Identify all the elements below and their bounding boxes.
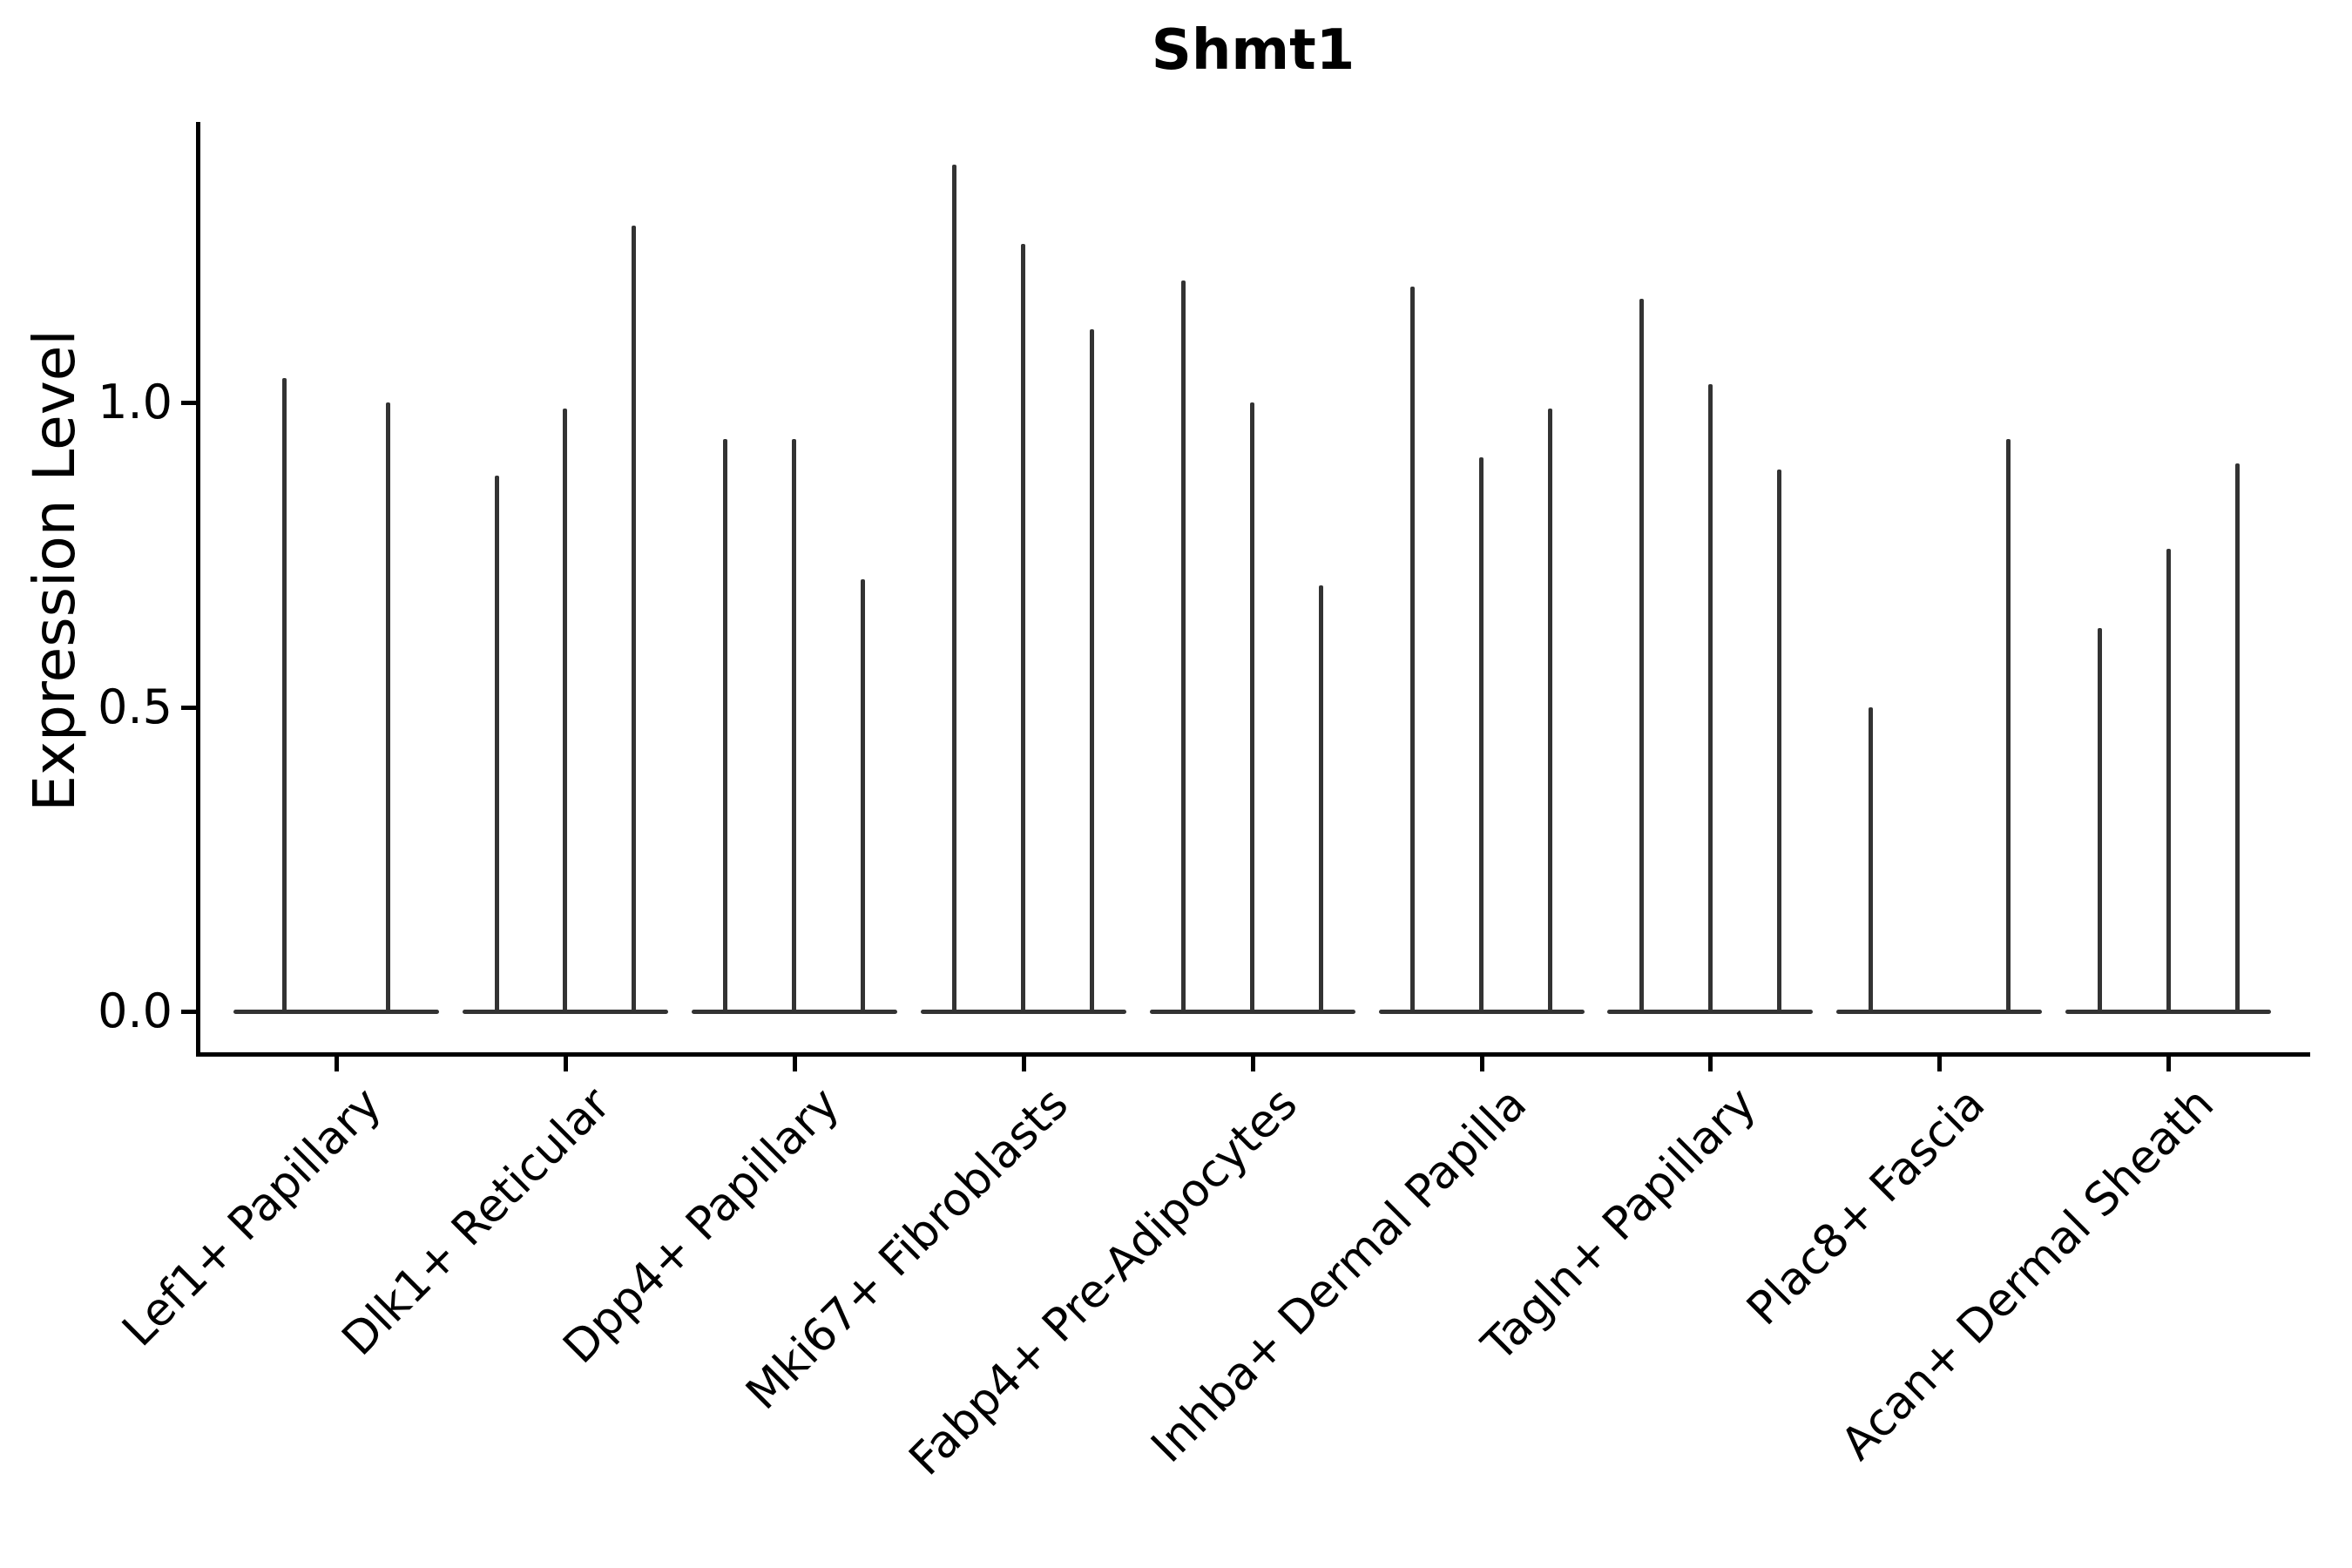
violin-spike bbox=[282, 378, 287, 1011]
violin-spike bbox=[1090, 329, 1095, 1011]
y-tick-mark bbox=[181, 401, 196, 405]
violin-baseline bbox=[691, 1010, 897, 1014]
violin-spike bbox=[1547, 408, 1552, 1011]
violin-baseline bbox=[233, 1010, 439, 1014]
y-tick-mark bbox=[181, 705, 196, 710]
violin-spike bbox=[1479, 456, 1484, 1011]
violin-spike bbox=[2166, 548, 2171, 1011]
y-tick-label: 0.5 bbox=[98, 679, 172, 734]
violin-spike bbox=[385, 402, 390, 1011]
x-tick-label: Inhba+ Dermal Papilla bbox=[1141, 1078, 1538, 1473]
violin-baseline bbox=[462, 1010, 668, 1014]
violin-baseline bbox=[2065, 1010, 2272, 1014]
violin-spike bbox=[494, 475, 499, 1011]
x-tick-label: Plac8+ Fascia bbox=[1737, 1078, 1996, 1336]
violin-spike bbox=[632, 226, 637, 1011]
x-tick-mark bbox=[1708, 1057, 1713, 1071]
y-axis-spine bbox=[196, 122, 200, 1057]
x-tick-label: Acan+ Dermal Sheath bbox=[1831, 1078, 2224, 1470]
violin-spike bbox=[2005, 438, 2011, 1011]
violin-spike bbox=[2097, 627, 2102, 1011]
violin-baseline bbox=[1149, 1010, 1355, 1014]
violin-baseline bbox=[1607, 1010, 1814, 1014]
x-tick-mark bbox=[1021, 1057, 1026, 1071]
plot-title: Shmt1 bbox=[1151, 18, 1355, 83]
violin-spike bbox=[1868, 706, 1873, 1011]
violin-spike bbox=[1021, 244, 1026, 1011]
x-tick-mark bbox=[2166, 1057, 2172, 1071]
violin-spike bbox=[1776, 469, 1781, 1011]
y-tick-label: 1.0 bbox=[98, 375, 172, 429]
violin-spike bbox=[792, 438, 797, 1011]
x-tick-mark bbox=[1250, 1057, 1255, 1071]
violin-spike bbox=[1410, 287, 1416, 1011]
x-tick-mark bbox=[563, 1057, 568, 1071]
violin-spike bbox=[861, 578, 866, 1011]
violin-spike bbox=[1181, 280, 1186, 1011]
x-tick-mark bbox=[335, 1057, 339, 1071]
violin-spike bbox=[952, 165, 957, 1011]
violin-spike bbox=[1250, 402, 1255, 1011]
y-tick-mark bbox=[181, 1010, 196, 1014]
violin-baseline bbox=[920, 1010, 1126, 1014]
violin-baseline bbox=[1836, 1010, 2043, 1014]
violin-spike bbox=[563, 408, 568, 1011]
violin-spike bbox=[2234, 463, 2240, 1011]
violin-spike bbox=[723, 438, 728, 1011]
violin-baseline bbox=[1378, 1010, 1585, 1014]
violin-spike bbox=[1318, 585, 1323, 1011]
y-tick-label: 0.0 bbox=[98, 983, 172, 1038]
x-tick-label: Fabp4+ Pre-Adipocytes bbox=[900, 1078, 1308, 1486]
x-tick-mark bbox=[1479, 1057, 1484, 1071]
violin-spike bbox=[1707, 384, 1713, 1011]
x-axis-spine bbox=[196, 1052, 2310, 1057]
x-tick-mark bbox=[792, 1057, 797, 1071]
x-tick-mark bbox=[1937, 1057, 1943, 1071]
violin-spike bbox=[1639, 299, 1645, 1011]
